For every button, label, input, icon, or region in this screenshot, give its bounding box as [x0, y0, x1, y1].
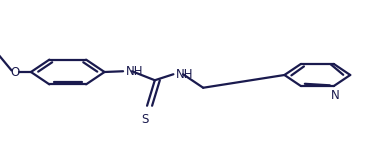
- Text: N: N: [331, 89, 340, 102]
- Text: NH: NH: [176, 68, 194, 81]
- Text: NH: NH: [126, 65, 143, 78]
- Text: O: O: [11, 66, 20, 78]
- Text: S: S: [141, 113, 149, 126]
